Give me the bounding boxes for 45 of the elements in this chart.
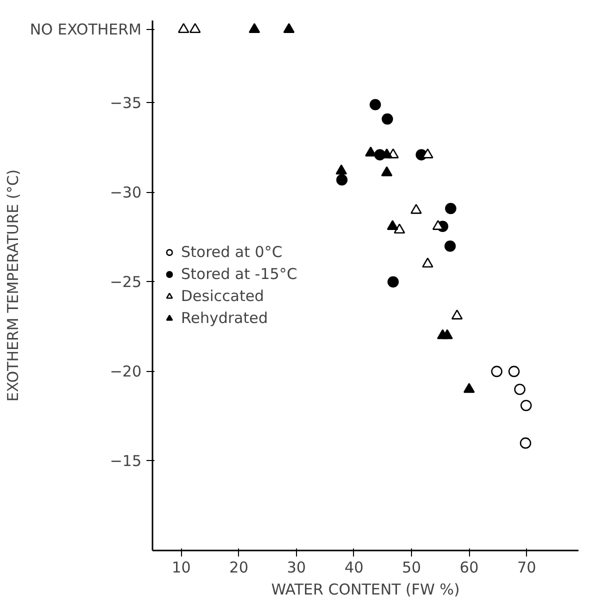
x-axis-title: WATER CONTENT (FW %): [271, 580, 460, 598]
x-tick-label: 30: [286, 558, 306, 576]
legend-label: Desiccated: [181, 287, 264, 305]
point: [387, 276, 399, 288]
y-tick-label: −15: [110, 452, 142, 470]
x-tick-label: 70: [517, 558, 536, 576]
y-tick-label: −20: [110, 362, 142, 380]
point: [491, 366, 502, 378]
point: [336, 164, 347, 174]
point: [189, 23, 201, 33]
x-tick-label: 20: [229, 558, 248, 576]
point: [445, 202, 456, 214]
point: [444, 240, 456, 252]
point: [365, 146, 376, 157]
point: [382, 113, 394, 125]
point: [508, 366, 520, 378]
legend-label: Stored at 0°C: [181, 243, 282, 261]
point: [514, 384, 526, 395]
point: [283, 23, 295, 33]
point: [442, 329, 453, 340]
point: [463, 382, 475, 393]
legend-label: Stored at -15°C: [181, 265, 298, 283]
point: [520, 400, 532, 412]
y-tick-label: NO EXOTHERM: [30, 20, 142, 38]
point: [370, 99, 381, 110]
y-tick-label: −35: [110, 94, 142, 112]
x-tick-label: 50: [402, 558, 422, 576]
point: [386, 220, 398, 230]
point: [520, 437, 532, 449]
point: [381, 166, 392, 176]
point: [248, 23, 260, 33]
x-tick-label: 10: [172, 558, 191, 576]
point: [394, 224, 406, 234]
point: [178, 23, 190, 33]
y-tick-label: −25: [110, 272, 142, 291]
legend-label: Rehydrated: [181, 309, 268, 327]
y-axis-title: EXOTHERM TEMPERATURE (°C): [4, 169, 22, 402]
point: [410, 204, 422, 214]
point: [422, 148, 434, 158]
x-tick-label: 60: [460, 558, 479, 576]
y-tick-label: −30: [110, 183, 142, 202]
x-tick-label: 40: [344, 558, 364, 576]
point: [422, 258, 434, 268]
point: [451, 310, 463, 320]
point: [336, 174, 348, 186]
